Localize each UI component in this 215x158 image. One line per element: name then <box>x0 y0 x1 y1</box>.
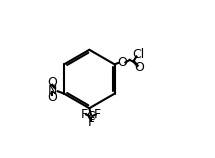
Text: F: F <box>94 108 101 121</box>
Text: N: N <box>48 84 57 97</box>
Text: O: O <box>47 76 57 89</box>
Text: O: O <box>47 91 57 104</box>
Text: Cl: Cl <box>132 48 144 61</box>
Text: O: O <box>134 61 144 74</box>
Text: C: C <box>86 110 95 123</box>
Text: O: O <box>117 55 127 69</box>
Text: F: F <box>81 108 88 121</box>
Text: F: F <box>87 116 94 129</box>
